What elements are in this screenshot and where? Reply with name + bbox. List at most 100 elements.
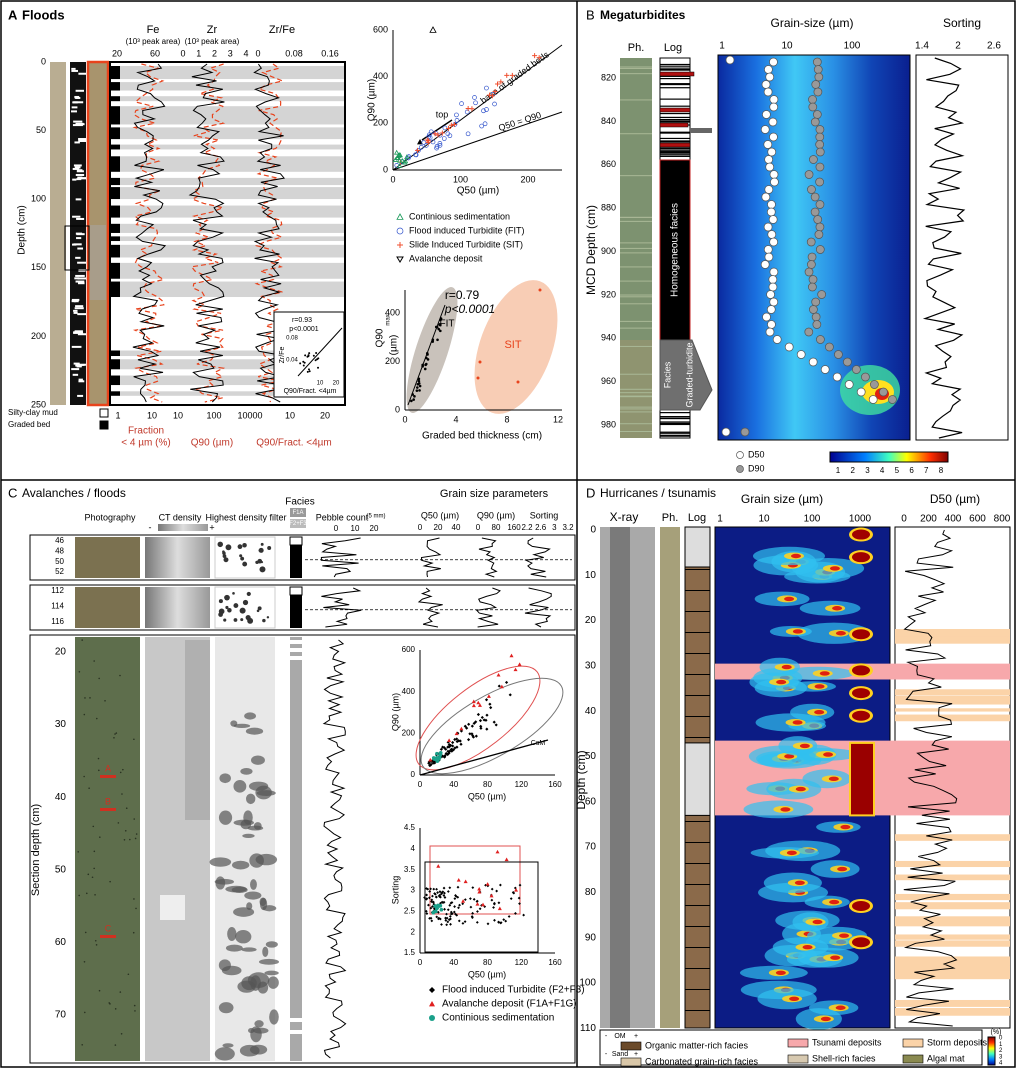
tick-label: 0.16 [321,48,339,58]
point [429,916,433,920]
point [413,395,416,398]
texture [222,1043,234,1048]
point [476,700,481,705]
texture [95,944,98,946]
d90-point [804,327,814,337]
core-stripe [75,274,85,277]
texture [244,891,262,900]
point [429,887,433,891]
core-stripe [73,164,82,167]
heat-blob [830,955,841,960]
tick-label: 250 [31,399,46,409]
texture [224,594,230,601]
log-bed [659,107,691,113]
facies-band [290,640,302,644]
core-stripe [620,327,652,329]
core-stripe [76,169,83,172]
texture [133,738,135,741]
legend-symbol [736,465,744,473]
point [497,906,502,911]
d50-point [725,55,735,65]
texture [256,609,260,613]
label: Graded bed thickness (cm) [422,431,542,442]
tick-label: 160 [548,958,562,967]
point [472,721,476,725]
texture [219,773,231,784]
d50-point [868,395,878,404]
core-stripe [620,280,652,282]
tick-label: 1.4 [915,41,929,52]
point [436,864,441,868]
d50-point [768,282,778,292]
graded-band [120,223,345,233]
log-line [685,863,710,864]
tick-label: 200 [31,331,46,341]
texture [123,838,126,841]
point [478,718,483,723]
texture [233,603,239,609]
tick-label: 0 [383,164,388,174]
d50-point [769,132,778,142]
tick-label: 2 [411,927,416,936]
graded-facies [659,339,713,411]
texture [104,700,106,702]
label: Silty-clay mud [8,408,58,417]
curve [132,63,167,403]
tick-label: 100 [206,410,221,420]
graded-band [120,281,345,298]
d50-point [764,252,774,262]
graded-band [120,177,345,186]
storm-band [895,902,1010,910]
tick-label: 70 [585,842,597,853]
heat-blob [852,900,870,911]
d50-point [768,275,778,284]
log-line [685,968,710,969]
core-stripe [77,277,87,280]
core-stripe [76,237,82,240]
core-stripe [75,89,84,92]
tick-label: 0 [590,525,596,536]
label: Ph. [662,512,679,524]
texture [114,1044,117,1046]
point [464,109,470,115]
d50-point [763,222,773,232]
label: Zr/Fe [269,24,295,36]
texture [97,757,100,760]
tick-label: 40 [449,958,458,967]
label: + [634,1033,638,1040]
graded-band [120,205,345,218]
label: Log [688,512,706,524]
point [308,370,311,373]
point [424,137,430,143]
point [476,712,480,717]
legend-label: Organic matter-rich facies [645,1040,749,1050]
texture [94,939,97,942]
texture [85,892,88,895]
storm-band [895,708,1010,712]
label: Graded-turbidite [684,342,694,407]
point [453,897,457,901]
tick-label: 1 [719,41,725,52]
curve [903,529,958,1027]
texture [94,893,96,896]
tick-label: 80 [585,887,597,898]
heat-blob [829,566,840,571]
point [397,242,403,248]
point [444,916,447,920]
tick-label: 20 [370,524,379,533]
point [475,920,479,924]
point [444,751,448,756]
point [478,907,482,911]
texture [133,1004,136,1007]
point [481,108,486,114]
log-line [660,147,690,149]
point [454,731,459,736]
d90-point [811,297,821,307]
storm-band [895,696,1010,705]
tick-label: 80 [483,958,492,967]
label: Q90 (µm) [390,693,400,731]
d50-point [767,200,776,209]
tick-label: 200 [520,174,535,184]
point [445,912,448,916]
